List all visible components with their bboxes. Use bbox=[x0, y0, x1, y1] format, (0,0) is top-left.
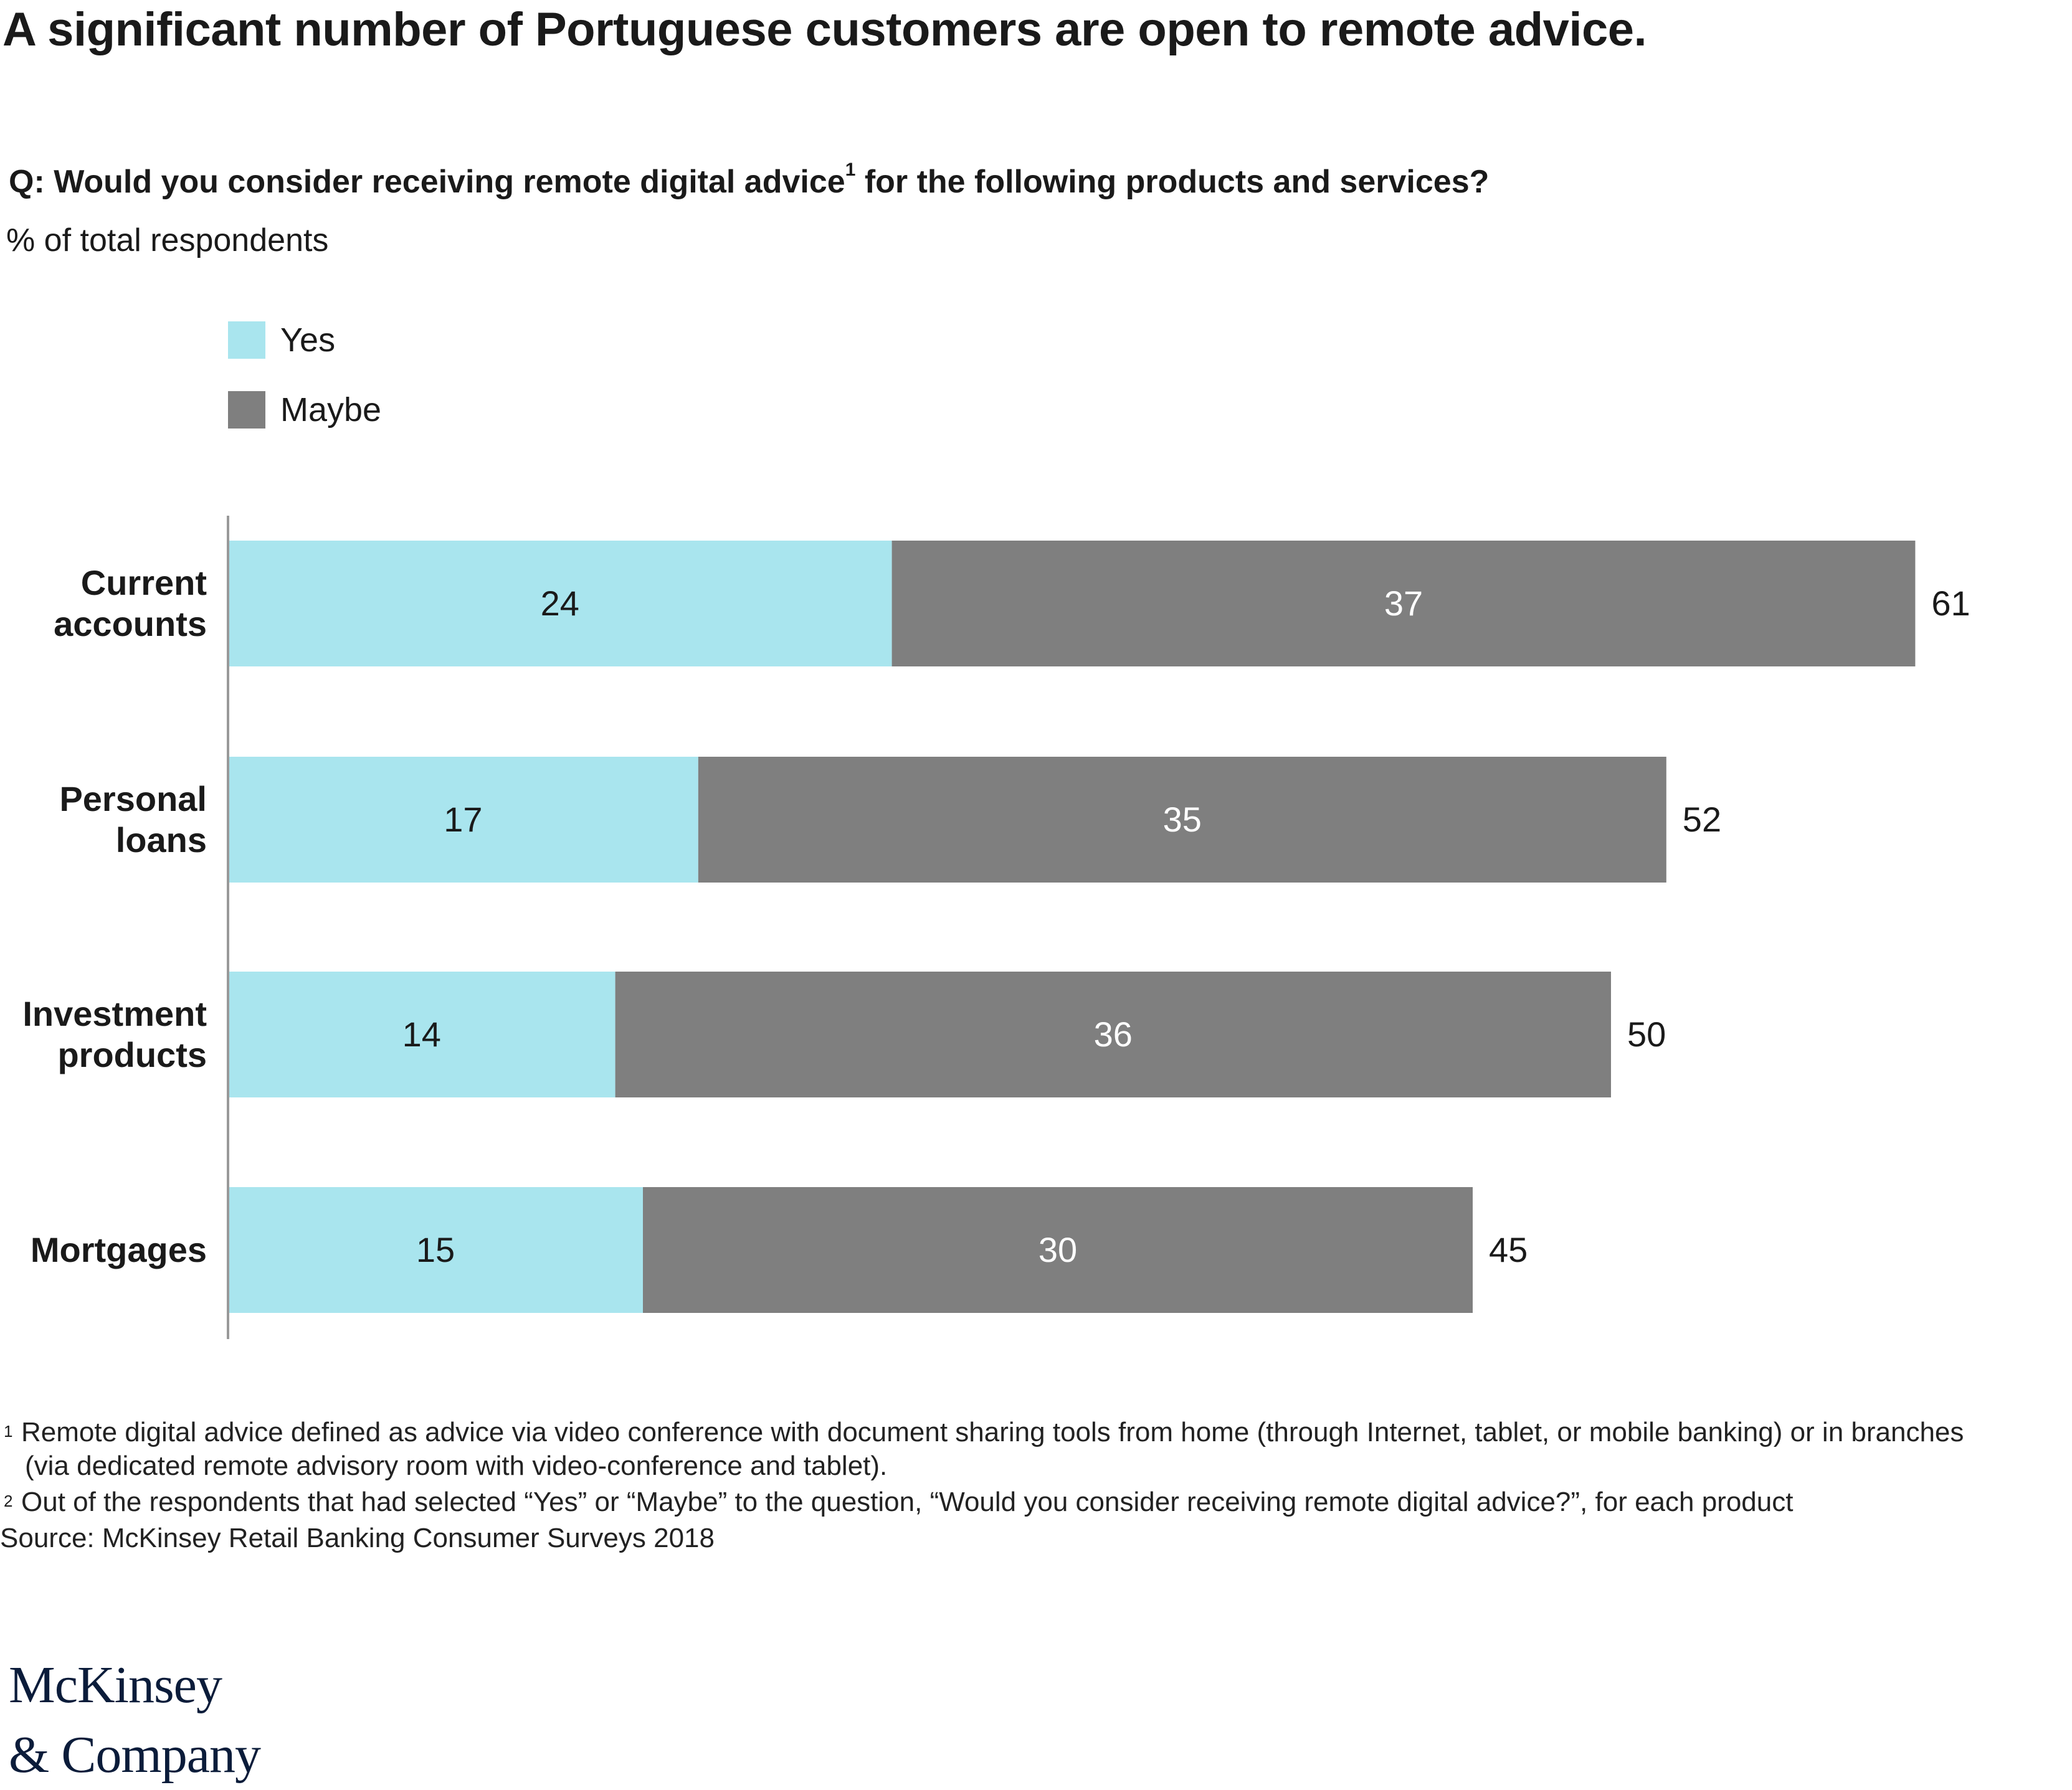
data-label-maybe-0: 37 bbox=[1384, 584, 1423, 623]
footnote-1-line-2: (via dedicated remote advisory room with… bbox=[25, 1451, 888, 1481]
survey-question: Q: Would you consider receiving remote d… bbox=[9, 159, 1490, 201]
data-label-yes-2: 14 bbox=[402, 1015, 441, 1054]
data-label-yes-3: 15 bbox=[416, 1230, 455, 1269]
bar-maybe-2 bbox=[615, 972, 1611, 1097]
data-label-maybe-1: 35 bbox=[1163, 800, 1202, 839]
footnote-2-line-1: Out of the respondents that had selected… bbox=[21, 1487, 1794, 1517]
legend-swatch-maybe bbox=[228, 391, 265, 429]
bar-maybe-3 bbox=[643, 1187, 1473, 1313]
legend-label-maybe: Maybe bbox=[280, 391, 382, 429]
bar-maybe-1 bbox=[698, 757, 1666, 883]
bar-yes-3 bbox=[228, 1187, 643, 1313]
logo-line-2: & Company bbox=[9, 1726, 261, 1784]
chart-subtitle: % of total respondents bbox=[6, 222, 329, 258]
bar-yes-0 bbox=[228, 541, 892, 666]
question-footnote-ref: 1 bbox=[845, 159, 856, 180]
data-label-maybe-3: 30 bbox=[1038, 1230, 1077, 1269]
bar-yes-1 bbox=[228, 757, 698, 883]
category-label-2-1: products bbox=[57, 1035, 207, 1074]
category-label-0-1: accounts bbox=[54, 604, 207, 643]
question-text-end: for the following products and services? bbox=[855, 164, 1490, 200]
footnote-2-marker: 2 bbox=[4, 1492, 13, 1510]
legend-label-yes: Yes bbox=[280, 321, 336, 359]
logo-line-1: McKinsey bbox=[9, 1656, 222, 1714]
total-label-3: 45 bbox=[1489, 1230, 1528, 1269]
total-label-2: 50 bbox=[1627, 1015, 1666, 1054]
legend-swatch-yes bbox=[228, 321, 265, 359]
chart-title: A significant number of Portuguese custo… bbox=[2, 3, 1647, 56]
footnote-1-marker: 1 bbox=[4, 1422, 13, 1441]
data-label-yes-1: 17 bbox=[444, 800, 482, 839]
data-label-yes-0: 24 bbox=[541, 584, 579, 623]
category-label-0-0: Current bbox=[81, 563, 207, 602]
category-label-1-0: Personal bbox=[59, 779, 207, 818]
category-label-2-0: Investment bbox=[22, 994, 207, 1033]
total-label-0: 61 bbox=[1931, 584, 1970, 623]
total-label-1: 52 bbox=[1683, 800, 1721, 839]
question-text: Q: Would you consider receiving remote d… bbox=[9, 164, 845, 200]
category-label-3-0: Mortgages bbox=[31, 1230, 207, 1269]
bar-maybe-0 bbox=[891, 541, 1916, 666]
data-label-maybe-2: 36 bbox=[1094, 1015, 1133, 1054]
mckinsey-logo: McKinsey & Company bbox=[9, 1650, 261, 1790]
bar-yes-2 bbox=[228, 972, 615, 1097]
category-label-1-1: loans bbox=[116, 820, 207, 859]
footnote-1-line-1: Remote digital advice defined as advice … bbox=[21, 1417, 1964, 1447]
source-note: Source: McKinsey Retail Banking Consumer… bbox=[0, 1523, 715, 1553]
